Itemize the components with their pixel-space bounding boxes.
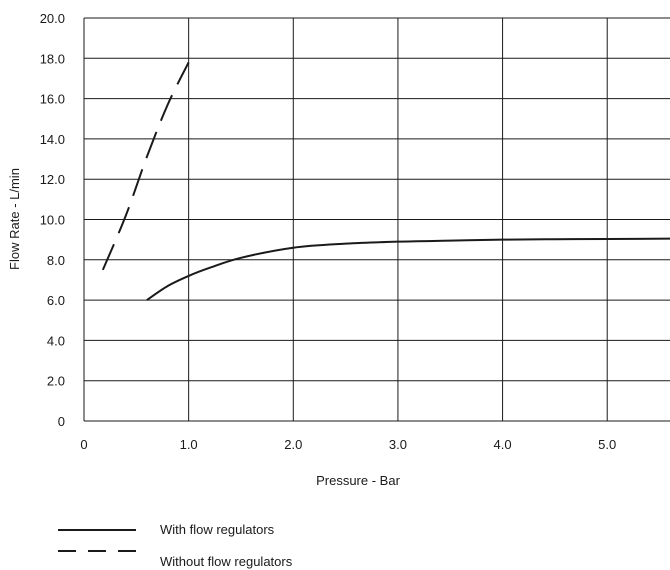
x-tick-label: 0	[80, 437, 87, 452]
y-tick-label: 10.0	[40, 213, 65, 228]
legend-label-with-regulators: With flow regulators	[160, 522, 275, 537]
y-tick-label: 18.0	[40, 51, 65, 66]
x-tick-label: 2.0	[284, 437, 302, 452]
y-tick-label: 6.0	[47, 293, 65, 308]
series-layer	[101, 61, 670, 301]
x-tick-label: 3.0	[389, 437, 407, 452]
grid	[83, 17, 670, 422]
y-tick-label: 2.0	[47, 374, 65, 389]
y-tick-labels: 0 2.0 4.0 6.0 8.0 10.0 12.0 14.0 16.0 18.0 20.0	[40, 11, 65, 429]
y-tick-label: 8.0	[47, 253, 65, 268]
legend-label-without-regulators: Without flow regulators	[160, 554, 293, 569]
y-tick-label: 4.0	[47, 333, 65, 348]
x-tick-label: 5.0	[598, 437, 616, 452]
x-axis-label: Pressure - Bar	[316, 473, 400, 488]
series-line-0	[146, 237, 670, 301]
y-tick-label: 14.0	[40, 132, 65, 147]
y-axis-label: Flow Rate - L/min	[7, 168, 22, 270]
series-line-1	[101, 61, 190, 271]
y-tick-label: 20.0	[40, 11, 65, 26]
x-tick-labels: 0 1.0 2.0 3.0 4.0 5.0	[80, 437, 616, 452]
y-tick-label: 12.0	[40, 172, 65, 187]
y-tick-label: 16.0	[40, 92, 65, 107]
x-tick-label: 4.0	[494, 437, 512, 452]
y-tick-label: 0	[58, 414, 65, 429]
x-tick-label: 1.0	[180, 437, 198, 452]
legend: With flow regulators Without flow regula…	[58, 522, 293, 569]
